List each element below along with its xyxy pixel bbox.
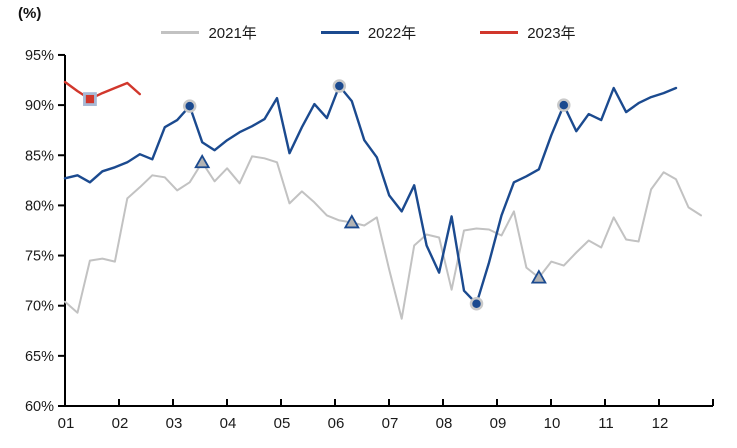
- x-tick-label: 10: [544, 415, 561, 432]
- y-tick-label: 60%: [25, 399, 54, 415]
- x-tick-label: 03: [166, 415, 183, 432]
- legend: 2021年 2022年 2023年: [0, 22, 737, 43]
- axis-frame: [64, 54, 713, 407]
- legend-label-2021: 2021年: [208, 25, 257, 42]
- series-line-2022: [63, 84, 678, 305]
- legend-label-2023: 2023年: [527, 25, 576, 42]
- legend-line-swatch-2021: [161, 31, 200, 34]
- data-marker-triangle-2021: [530, 269, 547, 284]
- legend-item-2022[interactable]: 2022年: [320, 22, 417, 43]
- y-tick-label: 70%: [25, 299, 54, 315]
- legend-item-2023[interactable]: 2023年: [480, 22, 576, 43]
- data-marker-triangle-2021: [343, 214, 360, 229]
- legend-item-2021[interactable]: 2021年: [161, 22, 257, 43]
- y-tick-label: 85%: [25, 148, 54, 164]
- y-tick-label: 75%: [25, 249, 54, 265]
- series-line-2021: [64, 155, 702, 320]
- data-marker-circle-2022: [469, 296, 484, 311]
- x-tick-label: 06: [328, 415, 345, 432]
- legend-line-swatch-2022: [320, 31, 359, 34]
- x-tick-label: 04: [220, 415, 237, 432]
- x-tick-label: 05: [274, 415, 291, 432]
- x-tick-label: 11: [598, 415, 614, 432]
- data-marker-circle-2022: [332, 79, 347, 93]
- x-tick-label: 07: [382, 415, 399, 432]
- x-tick-label: 09: [490, 415, 507, 432]
- data-marker-triangle-2021: [194, 153, 211, 169]
- x-tick-label: 08: [436, 415, 453, 432]
- y-axis-unit-label: (%): [18, 5, 42, 22]
- legend-label-2022: 2022年: [367, 25, 417, 42]
- y-tick-label: 90%: [25, 98, 54, 114]
- x-tick-label: 02: [112, 415, 129, 432]
- legend-line-swatch-2023: [480, 31, 519, 34]
- data-marker-square-2023: [83, 92, 97, 106]
- series-line-2023: [63, 80, 142, 101]
- data-marker-circle-2022: [557, 98, 571, 112]
- y-tick-label: 65%: [25, 349, 54, 365]
- x-tick-label: 01: [58, 415, 75, 432]
- y-tick-label: 80%: [25, 198, 54, 214]
- x-tick-label: 12: [652, 415, 669, 432]
- y-tick-label: 95%: [25, 48, 54, 64]
- data-marker-circle-2022: [182, 99, 197, 113]
